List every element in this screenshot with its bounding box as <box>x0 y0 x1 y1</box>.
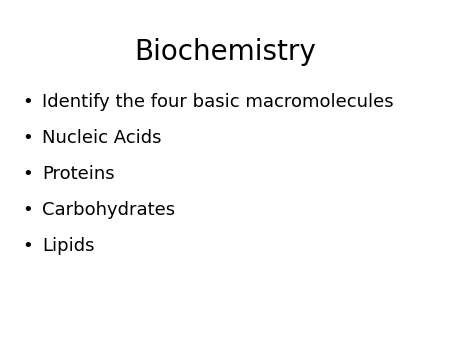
Text: Carbohydrates: Carbohydrates <box>42 201 175 219</box>
Text: Nucleic Acids: Nucleic Acids <box>42 129 162 147</box>
Text: Biochemistry: Biochemistry <box>134 38 316 66</box>
Text: •: • <box>22 237 33 255</box>
Text: Proteins: Proteins <box>42 165 115 183</box>
Text: Lipids: Lipids <box>42 237 94 255</box>
Text: •: • <box>22 165 33 183</box>
Text: •: • <box>22 129 33 147</box>
Text: •: • <box>22 201 33 219</box>
Text: •: • <box>22 93 33 111</box>
Text: Identify the four basic macromolecules: Identify the four basic macromolecules <box>42 93 394 111</box>
